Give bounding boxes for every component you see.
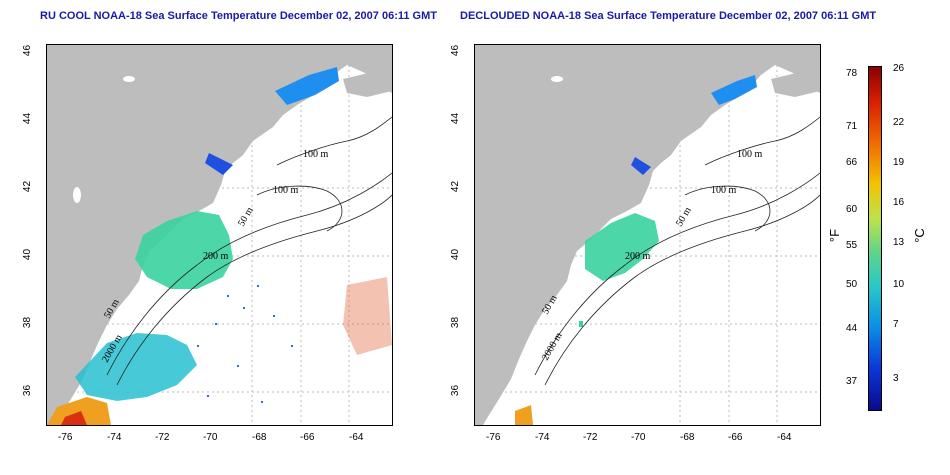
lat-tick: 36 [450, 384, 462, 397]
contour-label: 50 m [674, 205, 694, 228]
f-tick: 50 [846, 279, 858, 290]
lon-tick: -72 [583, 432, 598, 443]
lon-tick: -76 [486, 432, 501, 443]
f-tick: 66 [846, 157, 858, 168]
lon-tick: -68 [252, 432, 267, 443]
lon-tick: -68 [680, 432, 695, 443]
c-tick: 26 [893, 63, 905, 74]
c-tick: 13 [893, 237, 905, 248]
contour-label: 2000 m [540, 331, 565, 363]
lon-tick: -64 [777, 432, 792, 443]
lat-tick: 40 [22, 248, 34, 261]
lat-tick: 36 [22, 384, 34, 397]
contour-label: 100 m [711, 185, 737, 196]
contour-label: 200 m [203, 251, 229, 262]
f-tick: 60 [846, 204, 858, 215]
lat-tick: 40 [450, 248, 462, 261]
left-sst-map: 100 m 100 m 50 m 200 m 50 m 2000 m [46, 44, 393, 426]
lat-tick: 44 [22, 112, 34, 125]
lat-tick: 42 [450, 180, 462, 193]
f-tick: 78 [846, 68, 858, 79]
lon-tick: -74 [535, 432, 550, 443]
lon-tick: -76 [58, 432, 73, 443]
c-tick: 22 [893, 117, 905, 128]
lon-tick: -70 [631, 432, 646, 443]
contour-label: 100 m [273, 185, 299, 196]
f-tick: 37 [846, 376, 858, 387]
c-tick: 19 [893, 157, 905, 168]
lat-tick: 38 [450, 316, 462, 329]
lon-tick: -64 [349, 432, 364, 443]
f-tick: 44 [846, 323, 858, 334]
lon-tick: -72 [155, 432, 170, 443]
land-mass [47, 45, 392, 425]
lon-tick: -66 [300, 432, 315, 443]
lon-tick: -70 [203, 432, 218, 443]
f-tick: 71 [846, 121, 858, 132]
contour-label: 100 m [303, 149, 329, 160]
left-map-title: RU COOL NOAA-18 Sea Surface Temperature … [40, 10, 437, 22]
c-tick: 7 [893, 319, 899, 330]
lon-tick: -74 [107, 432, 122, 443]
contour-label: 50 m [236, 205, 256, 228]
land-mass [475, 45, 820, 425]
celsius-axis-label: °C [911, 228, 927, 243]
lat-tick: 46 [450, 44, 462, 57]
fahrenheit-axis-label: °F [827, 228, 843, 243]
lat-tick: 46 [22, 44, 34, 57]
right-sst-map: 100 m 100 m 50 m 200 m 50 m 2000 m [474, 44, 821, 426]
lat-tick: 44 [450, 112, 462, 125]
c-tick: 10 [893, 279, 905, 290]
temperature-colorbar [868, 66, 882, 411]
c-tick: 3 [893, 373, 899, 384]
lat-tick: 38 [22, 316, 34, 329]
lat-tick: 42 [22, 180, 34, 193]
contour-label: 100 m [737, 149, 763, 160]
c-tick: 16 [893, 197, 905, 208]
lon-tick: -66 [728, 432, 743, 443]
right-map-title: DECLOUDED NOAA-18 Sea Surface Temperatur… [460, 10, 877, 22]
contour-label: 200 m [625, 251, 651, 262]
f-tick: 55 [846, 240, 858, 251]
